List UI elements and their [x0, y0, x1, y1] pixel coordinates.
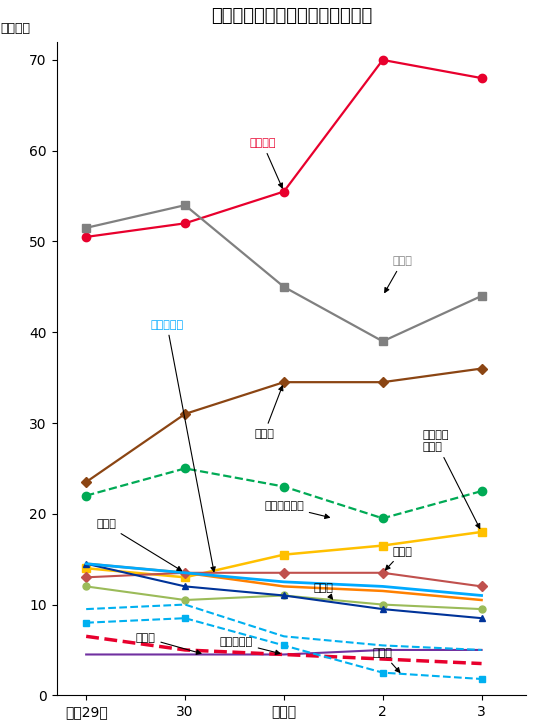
Text: まいわし: まいわし: [249, 138, 282, 188]
Text: さば類: さば類: [385, 256, 413, 293]
Text: かつお: かつお: [254, 386, 283, 439]
Text: まあじ: まあじ: [313, 583, 334, 599]
Text: （万ｔ）: （万ｔ）: [0, 23, 30, 36]
Text: すけとうだら: すけとうだら: [264, 501, 329, 518]
Text: ほたてがい: ほたてがい: [150, 319, 215, 571]
Text: ぶり類: ぶり類: [385, 547, 413, 570]
Text: まだら: まだら: [135, 633, 201, 654]
Text: するめいか: するめいか: [220, 637, 280, 655]
Text: さんま: さんま: [373, 648, 400, 672]
Text: かたくち
いわし: かたくち いわし: [422, 430, 480, 529]
Title: 海面漁業主要魚種別漁獲量の推移: 海面漁業主要魚種別漁獲量の推移: [211, 7, 372, 25]
Text: さけ類: さけ類: [96, 519, 182, 571]
